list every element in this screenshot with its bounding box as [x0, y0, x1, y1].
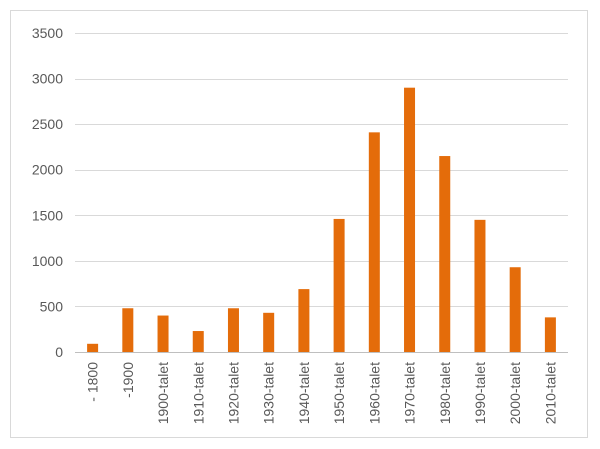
x-tick-label: -1900 — [120, 362, 136, 398]
x-tick-label: 1950-talet — [331, 362, 347, 424]
x-tick-label: 1940-talet — [296, 362, 312, 424]
y-tick-label: 1000 — [32, 253, 63, 269]
y-tick-label: 3500 — [32, 25, 63, 41]
y-tick-label: 2500 — [32, 116, 63, 132]
x-tick-label: 1930-talet — [261, 362, 277, 424]
bar — [157, 315, 169, 352]
x-tick-label: 1900-talet — [155, 362, 171, 424]
y-tick-label: 2000 — [32, 162, 63, 178]
bar — [227, 308, 239, 352]
bar — [509, 267, 521, 352]
gridlines — [75, 33, 568, 353]
y-tick-label: 500 — [40, 298, 64, 314]
x-tick-label: - 1800 — [85, 362, 101, 402]
bar — [404, 87, 416, 352]
x-tick-label: 2010-talet — [542, 362, 558, 424]
y-axis-ticks: 0 500 1000 1500 2000 2500 3000 3500 — [32, 25, 63, 360]
x-tick-label: 2000-talet — [507, 362, 523, 424]
x-tick-label: 1920-talet — [225, 362, 241, 424]
bar — [333, 218, 345, 352]
x-axis-ticks: - 1800 -1900 1900-talet 1910-talet 1920-tale… — [85, 362, 559, 424]
x-tick-label: 1970-talet — [402, 362, 418, 424]
x-tick-label: 1990-talet — [472, 362, 488, 424]
x-tick-label: 1980-talet — [437, 362, 453, 424]
y-tick-label: 3000 — [32, 71, 63, 87]
y-tick-label: 0 — [55, 344, 63, 360]
x-tick-label: 1910-talet — [190, 362, 206, 424]
chart-frame — [10, 10, 588, 438]
bars — [87, 87, 556, 352]
bar — [263, 312, 275, 352]
y-tick-label: 1500 — [32, 207, 63, 223]
bar — [544, 317, 556, 352]
bar — [368, 132, 380, 352]
x-tick-label: 1960-talet — [366, 362, 382, 424]
bar — [122, 308, 134, 352]
bar — [439, 156, 451, 352]
bar — [298, 289, 310, 352]
bar — [87, 343, 99, 352]
bar — [474, 219, 486, 352]
bar — [192, 331, 204, 352]
